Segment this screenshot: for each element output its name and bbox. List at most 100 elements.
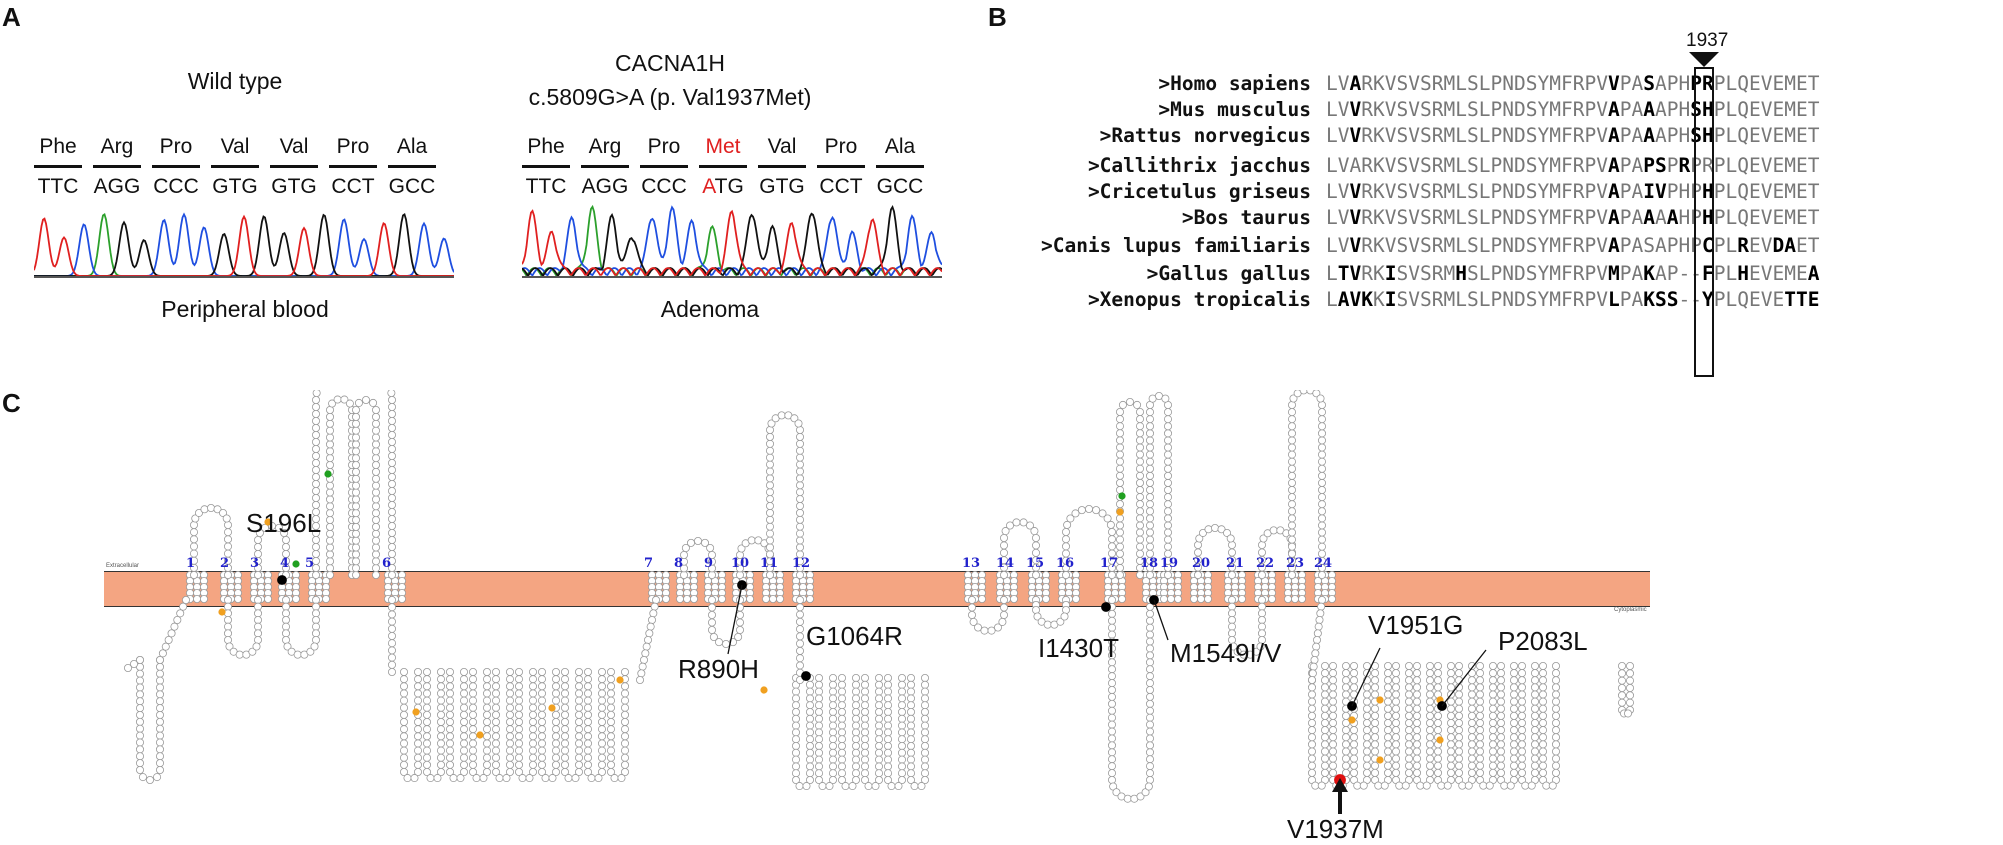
residue	[515, 710, 524, 719]
residue	[351, 516, 360, 525]
residue	[189, 528, 198, 537]
residue	[796, 646, 805, 655]
residue	[1000, 570, 1009, 579]
residue	[838, 775, 847, 784]
residue	[538, 675, 547, 684]
residue	[1318, 429, 1327, 438]
residue	[1136, 471, 1145, 480]
residue	[422, 767, 431, 776]
residue	[1455, 754, 1464, 763]
residue	[1146, 493, 1155, 502]
residue	[468, 675, 477, 684]
residue	[311, 622, 320, 631]
residue	[1455, 661, 1464, 670]
residue	[875, 728, 884, 737]
residue	[351, 557, 360, 566]
residue	[1146, 741, 1155, 750]
residue	[806, 707, 815, 716]
residue	[907, 769, 916, 778]
residue	[1116, 450, 1125, 459]
residue	[325, 481, 334, 490]
residue	[594, 774, 603, 783]
residue	[482, 717, 491, 726]
residue	[884, 701, 893, 710]
residue	[1539, 740, 1548, 749]
residue	[468, 767, 477, 776]
residue	[1392, 726, 1401, 735]
residue	[1497, 669, 1506, 678]
residue	[1160, 594, 1169, 603]
residue	[841, 782, 850, 791]
residue	[884, 707, 893, 716]
residue	[838, 694, 847, 703]
residue	[766, 522, 775, 531]
residue	[189, 535, 198, 544]
residue	[1342, 669, 1351, 678]
residue	[766, 515, 775, 524]
residue	[861, 707, 870, 716]
residue	[311, 480, 320, 489]
residue	[1258, 615, 1267, 624]
mutant-codon: TTC	[525, 175, 567, 198]
residue	[792, 748, 801, 757]
residue	[806, 769, 815, 778]
residue	[1116, 500, 1125, 509]
residue	[747, 536, 756, 545]
residue	[1426, 768, 1435, 777]
residue	[1476, 669, 1485, 678]
residue	[829, 762, 838, 771]
residue	[1098, 509, 1107, 518]
residue	[1350, 761, 1359, 770]
residue	[1455, 740, 1464, 749]
residue	[325, 564, 334, 573]
residue	[280, 528, 289, 537]
residue	[795, 782, 804, 791]
residue	[1318, 570, 1327, 579]
residue	[422, 675, 431, 684]
residue	[676, 594, 685, 603]
residue	[468, 717, 477, 726]
residue	[1321, 761, 1330, 770]
residue	[1062, 605, 1071, 614]
residue	[538, 725, 547, 734]
residue	[1136, 507, 1145, 516]
residue	[1012, 518, 1021, 527]
residue	[884, 762, 893, 771]
modification-marker	[1376, 696, 1384, 704]
residue	[436, 753, 445, 762]
residue	[796, 426, 805, 435]
residue	[491, 667, 500, 676]
residue	[561, 710, 570, 719]
residue	[552, 667, 561, 676]
segment-number: 19	[1160, 556, 1179, 571]
residue	[399, 675, 408, 684]
residue	[1062, 535, 1071, 544]
residue	[311, 424, 320, 433]
residue	[838, 769, 847, 778]
residue	[1518, 754, 1527, 763]
residue	[681, 543, 690, 552]
residue	[1405, 676, 1414, 685]
residue	[884, 694, 893, 703]
residue	[838, 728, 847, 737]
residue	[371, 474, 380, 483]
residue	[1506, 781, 1515, 790]
residue	[529, 739, 538, 748]
residue	[325, 488, 334, 497]
residue	[281, 609, 290, 618]
mutant-amino-acid: Val	[767, 135, 797, 158]
residue	[1226, 534, 1235, 543]
residue	[1258, 602, 1267, 611]
residue	[325, 495, 334, 504]
residue	[1072, 594, 1081, 603]
residue	[325, 419, 334, 428]
residue	[1066, 514, 1075, 523]
residue	[1133, 400, 1142, 409]
residue	[921, 748, 930, 757]
residue	[1146, 720, 1155, 729]
residue	[1405, 683, 1414, 692]
residue	[621, 732, 630, 741]
residue	[1146, 616, 1155, 625]
residue	[538, 682, 547, 691]
modification-marker	[218, 608, 226, 616]
